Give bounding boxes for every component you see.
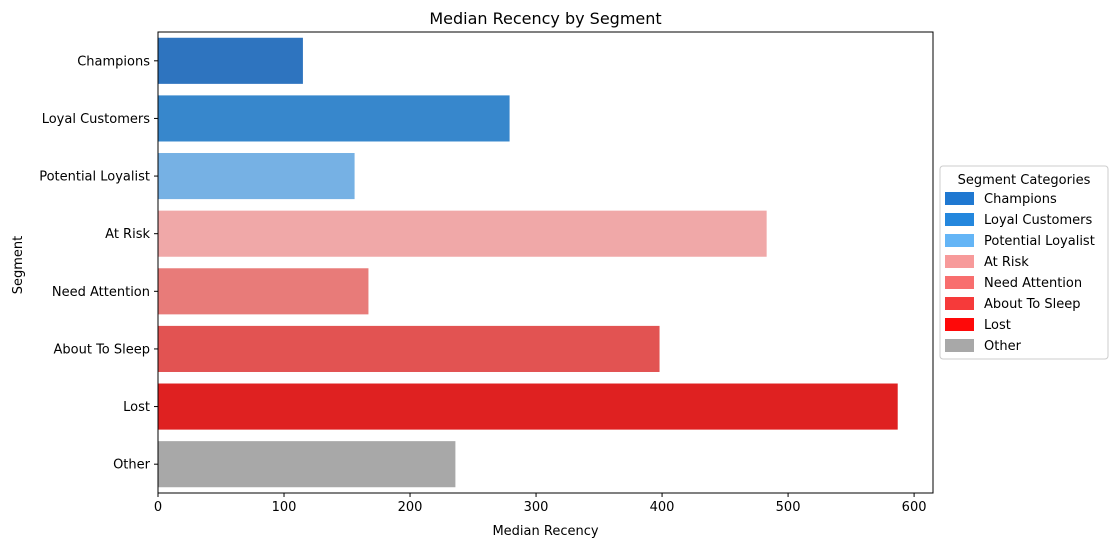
legend-frame	[939, 165, 1109, 360]
y-tick-label: Other	[113, 458, 151, 473]
y-tick-label: Lost	[123, 400, 150, 415]
x-axis-label: Median Recency	[492, 524, 598, 539]
legend-swatch	[945, 192, 974, 205]
bar-about-to-sleep	[158, 325, 660, 372]
legend-label: About To Sleep	[984, 297, 1081, 312]
bar-need-attention	[158, 268, 369, 315]
axes-frame	[157, 31, 934, 494]
legend-swatch	[945, 339, 974, 352]
legend-title: Segment Categories	[958, 173, 1091, 188]
legend-label: At Risk	[984, 255, 1029, 270]
legend-swatch	[945, 234, 974, 247]
bar-lost	[158, 383, 898, 430]
bar-at-risk	[158, 210, 767, 257]
legend-label: Lost	[984, 318, 1011, 333]
x-tick-label: 0	[154, 500, 162, 515]
chart-title: Median Recency by Segment	[429, 9, 661, 28]
legend-swatch	[945, 255, 974, 268]
y-axis-label: Segment	[11, 236, 26, 295]
x-tick-label: 500	[776, 500, 801, 515]
x-tick-label: 300	[524, 500, 549, 515]
legend-swatch	[945, 297, 974, 310]
legend-swatch	[945, 276, 974, 289]
legend-label: Potential Loyalist	[984, 234, 1095, 249]
legend-label: Loyal Customers	[984, 213, 1093, 228]
legend-swatch	[945, 318, 974, 331]
x-tick-label: 400	[650, 500, 675, 515]
legend: Segment Categories Champions Loyal Custom…	[939, 165, 1109, 360]
legend-swatch	[945, 213, 974, 226]
bar-other	[158, 441, 456, 488]
y-tick-label: Champions	[77, 54, 150, 69]
y-tick-label: At Risk	[105, 227, 150, 242]
bar-potential-loyalist	[158, 153, 355, 200]
y-tick-label: Loyal Customers	[42, 112, 151, 127]
legend-label: Other	[984, 339, 1022, 354]
y-tick-label: About To Sleep	[54, 342, 151, 357]
x-tick-label: 100	[272, 500, 297, 515]
legend-label: Need Attention	[984, 276, 1082, 291]
bar-loyal-customers	[158, 95, 510, 142]
legend-label: Champions	[984, 192, 1057, 207]
x-tick-label: 600	[902, 500, 927, 515]
y-tick-label: Potential Loyalist	[39, 170, 150, 185]
x-tick-label: 200	[398, 500, 423, 515]
plot-area: Champions Loyal Customers Potential Loyali…	[39, 31, 934, 515]
bar-champions	[158, 37, 303, 84]
y-tick-label: Need Attention	[52, 285, 150, 300]
